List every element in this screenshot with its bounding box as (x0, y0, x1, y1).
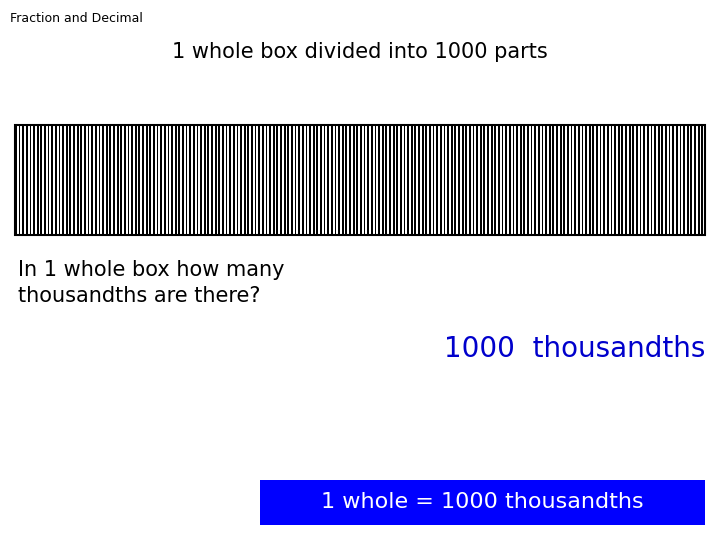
Bar (15, 125, 705, 235)
Text: 1000  thousandths: 1000 thousandths (444, 335, 705, 363)
Text: Fraction and Decimal: Fraction and Decimal (10, 12, 143, 25)
Text: 1 whole box divided into 1000 parts: 1 whole box divided into 1000 parts (172, 42, 548, 62)
Bar (260, 480, 705, 525)
Text: In 1 whole box how many
thousandths are there?: In 1 whole box how many thousandths are … (18, 260, 284, 306)
Text: 1 whole = 1000 thousandths: 1 whole = 1000 thousandths (321, 492, 644, 512)
